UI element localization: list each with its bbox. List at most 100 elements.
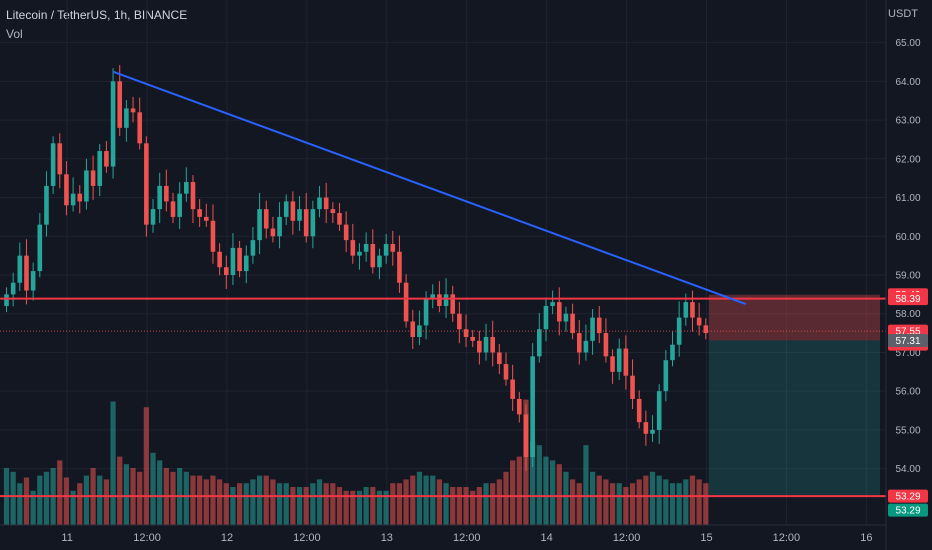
volume-bar bbox=[376, 490, 383, 525]
candle-body bbox=[144, 143, 149, 225]
candle-body bbox=[277, 216, 282, 237]
price-tag-bg bbox=[888, 503, 928, 517]
volume-bar bbox=[323, 483, 329, 525]
volume-bar bbox=[649, 471, 656, 525]
candle-body bbox=[377, 255, 382, 268]
candle-body bbox=[650, 429, 655, 434]
volume-bar bbox=[416, 471, 423, 525]
candle-body bbox=[443, 294, 449, 306]
candle-body bbox=[30, 271, 36, 291]
volume-bar bbox=[250, 479, 256, 525]
volume-bar bbox=[589, 471, 596, 525]
volume-bar bbox=[696, 479, 702, 525]
volume-bar bbox=[516, 456, 522, 525]
candle-body bbox=[556, 302, 562, 322]
candle-body bbox=[270, 228, 276, 237]
horizontal-levels[interactable] bbox=[0, 297, 886, 498]
time-axis[interactable]: 11 12:00 12 12:00 13 12:00 14 12:00 15 12:00 16 bbox=[0, 524, 886, 544]
symbol-title[interactable]: Litecoin / TetherUS, 1h, BINANCE bbox=[6, 8, 188, 22]
volume-bar bbox=[83, 475, 90, 525]
volume-bar bbox=[643, 475, 649, 525]
volume-bar bbox=[603, 479, 609, 525]
volume-bar bbox=[256, 475, 263, 525]
candle-body bbox=[330, 209, 336, 214]
volume-bar bbox=[563, 471, 569, 525]
volume-bar bbox=[396, 483, 403, 525]
volume-bar bbox=[37, 475, 43, 525]
volume-bar bbox=[350, 490, 356, 525]
volume-bar bbox=[190, 475, 196, 525]
volume-bar bbox=[270, 479, 276, 525]
candle-body bbox=[337, 213, 342, 225]
volume-bar bbox=[663, 479, 669, 525]
time-tick-label: 12:00 bbox=[133, 532, 161, 544]
candle-body bbox=[676, 317, 682, 345]
price-tick-label: 61.00 bbox=[895, 193, 920, 204]
volume-bar bbox=[30, 490, 36, 525]
candle-body bbox=[4, 294, 9, 306]
volume-bar bbox=[609, 483, 616, 525]
price-tick-label: 63.00 bbox=[895, 116, 920, 127]
candle-body bbox=[37, 224, 43, 272]
candle-body bbox=[363, 244, 369, 252]
price-axis[interactable]: 65.00 64.00 63.00 62.00 61.00 60.00 59.00 58.00… bbox=[885, 0, 921, 550]
price-tick-label: 64.00 bbox=[895, 77, 920, 88]
time-tick-label: 11 bbox=[61, 532, 72, 544]
candle-body bbox=[97, 151, 103, 186]
price-tick-label: 65.00 bbox=[895, 38, 920, 49]
candle-body bbox=[423, 298, 429, 326]
short-position-box[interactable] bbox=[708, 294, 880, 497]
time-tick-label: 14 bbox=[541, 532, 553, 544]
candle-body bbox=[370, 244, 376, 268]
trendline-layer[interactable] bbox=[112, 70, 747, 305]
candle-body bbox=[403, 282, 409, 322]
candle-body bbox=[430, 294, 436, 299]
candle-body bbox=[690, 302, 695, 318]
volume-bar bbox=[503, 471, 509, 525]
candle-body bbox=[317, 197, 322, 210]
candle-body bbox=[497, 352, 502, 365]
price-tag: 53.29 bbox=[888, 503, 928, 517]
volume-bar bbox=[157, 460, 163, 525]
volume-bar bbox=[583, 445, 589, 525]
volume-bar bbox=[10, 471, 16, 525]
candle-body bbox=[57, 143, 63, 175]
volume-bar bbox=[370, 487, 376, 525]
volume-bar bbox=[283, 483, 289, 525]
volume-bar bbox=[103, 479, 109, 525]
volume-bar bbox=[669, 483, 676, 525]
volume-bar bbox=[63, 477, 70, 525]
volume-bar bbox=[210, 475, 216, 525]
candle-body bbox=[570, 313, 575, 334]
volume-bar bbox=[310, 483, 316, 525]
volume-bar bbox=[443, 483, 449, 525]
volume-bar bbox=[230, 487, 236, 525]
volume-bar bbox=[77, 483, 83, 525]
volume-bar bbox=[576, 483, 582, 525]
candle-body bbox=[24, 255, 29, 291]
candle-body bbox=[130, 108, 136, 113]
candle-body bbox=[50, 143, 56, 186]
volume-bar bbox=[117, 456, 123, 525]
candle-body bbox=[616, 348, 622, 372]
volume-bar bbox=[543, 456, 549, 525]
reward-zone bbox=[708, 340, 880, 497]
volume-bar bbox=[330, 483, 336, 525]
candle-body bbox=[110, 81, 116, 167]
price-tag-value: 53.29 bbox=[895, 492, 920, 503]
volume-bar bbox=[403, 479, 409, 525]
volume-bar bbox=[316, 479, 323, 525]
volume-bar bbox=[596, 475, 602, 525]
volume-bar bbox=[656, 475, 662, 525]
volume-bar bbox=[623, 487, 629, 525]
candle-body bbox=[90, 170, 96, 186]
volume-indicator-label[interactable]: Vol bbox=[6, 27, 23, 41]
grid bbox=[0, 0, 886, 525]
time-tick-label: 12:00 bbox=[613, 532, 641, 544]
time-tick-label: 12:00 bbox=[293, 532, 321, 544]
candle-body bbox=[503, 364, 509, 380]
volume-bar bbox=[490, 483, 496, 525]
candle-body bbox=[437, 294, 442, 306]
